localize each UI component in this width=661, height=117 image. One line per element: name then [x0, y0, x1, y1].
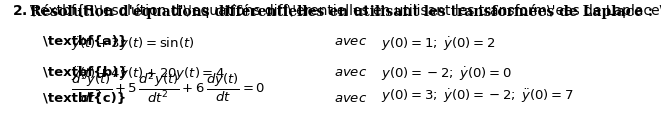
Text: $\dfrac{d^3y(t)}{dt^3} + 5\,\dfrac{d^2y(t)}{dt^2} + 6\,\dfrac{dy(t)}{dt} = 0$: $\dfrac{d^3y(t)}{dt^3} + 5\,\dfrac{d^2y(…: [71, 70, 265, 105]
Text: $\mathit{avec}$: $\mathit{avec}$: [334, 92, 367, 105]
Text: $y(0) = 3;\; \dot{y}(0) = -2;\; \ddot{y}(0) = 7$: $y(0) = 3;\; \dot{y}(0) = -2;\; \ddot{y}…: [381, 88, 574, 105]
Text: $\mathit{avec}$: $\mathit{avec}$: [334, 66, 367, 79]
Text: Résolution d'équations différentielles en utilisant les transformées de Laplace : Résolution d'équations différentielles e…: [30, 4, 654, 18]
Text: \textbf{a)}: \textbf{a)}: [43, 35, 128, 48]
Text: \textbf{c)}: \textbf{c)}: [43, 92, 126, 105]
Text: $\ddot{y}(t) + 3y(t) = \sin(t)$: $\ddot{y}(t) + 3y(t) = \sin(t)$: [71, 35, 194, 53]
Text: \textbf{b)}: \textbf{b)}: [43, 66, 128, 79]
Text: \textbf{R\'esolution d'\'equations diff\'erentielles en utilisant les transform\: \textbf{R\'esolution d'\'equations diff\…: [30, 4, 661, 18]
Text: $y(0) = -2;\; \dot{y}(0) = 0$: $y(0) = -2;\; \dot{y}(0) = 0$: [381, 66, 512, 83]
Text: $\mathbf{2.}$: $\mathbf{2.}$: [12, 4, 27, 18]
Text: $\ddot{y}(t) + 4\dot{y}(t) + 20y(t) = 4$: $\ddot{y}(t) + 4\dot{y}(t) + 20y(t) = 4$: [71, 66, 225, 83]
Text: $\mathit{avec}$: $\mathit{avec}$: [334, 35, 367, 48]
Text: $y(0) = 1;\; \dot{y}(0) = 2$: $y(0) = 1;\; \dot{y}(0) = 2$: [381, 35, 496, 53]
